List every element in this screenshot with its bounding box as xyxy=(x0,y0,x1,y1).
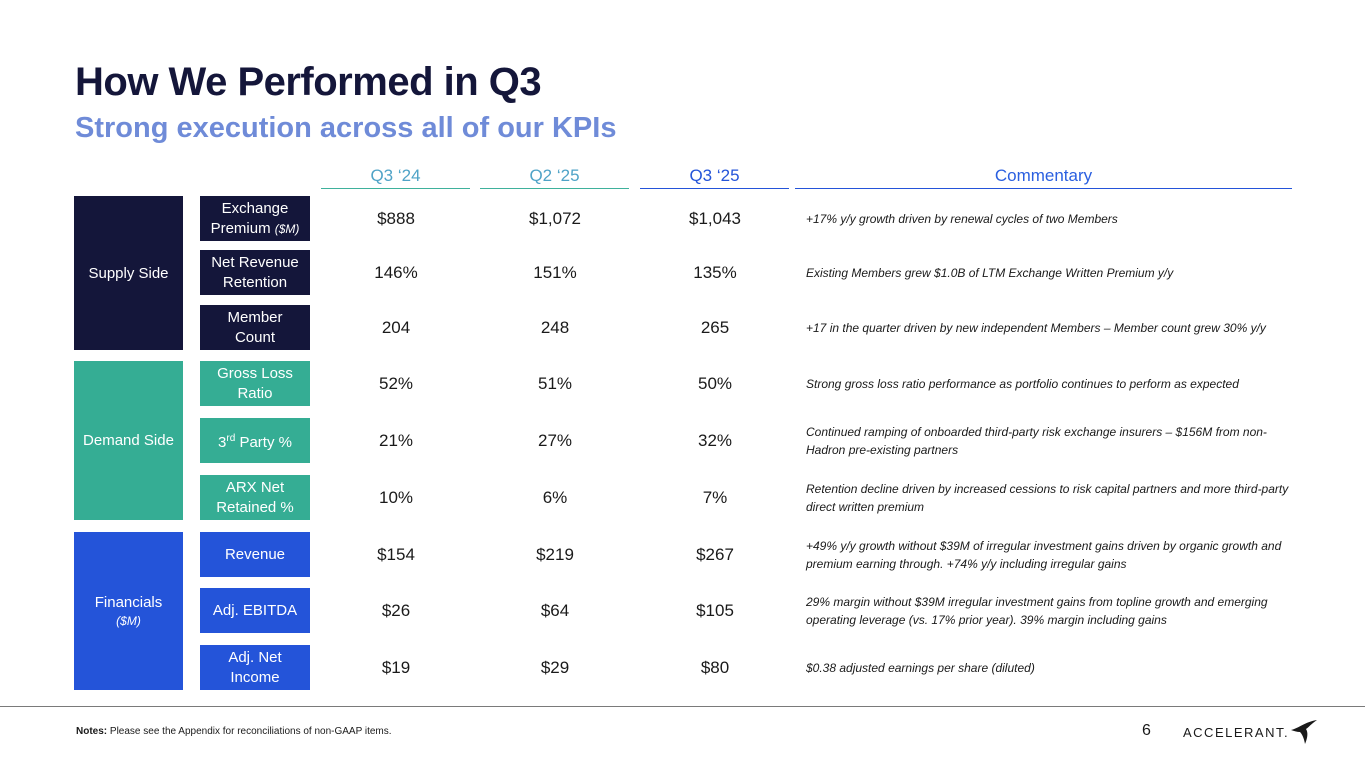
kpi-arx-net-retained: ARX Net Retained % xyxy=(200,475,310,520)
commentary-text: +17 in the quarter driven by new indepen… xyxy=(806,320,1266,335)
kpi-unit: ($M) xyxy=(274,221,300,236)
value-q3-25: 50% xyxy=(697,374,733,393)
commentary-text: +17% y/y growth driven by renewal cycles… xyxy=(806,211,1118,226)
kpi-label-line2: Income xyxy=(230,668,280,686)
value-q3-24: 52% xyxy=(378,374,414,393)
kpi-label: Exchange xyxy=(221,199,289,217)
group-label: Financials xyxy=(94,594,163,611)
kpi-exchange-premium: Exchange Premium ($M) xyxy=(200,196,310,241)
value-q3-25: $105 xyxy=(696,601,734,620)
kpi-adj-ebitda: Adj. EBITDA xyxy=(200,588,310,633)
kpi-label-rest: Party % xyxy=(235,433,292,451)
kpi-superscript: rd xyxy=(226,432,236,444)
value-q3-24: 204 xyxy=(381,318,411,337)
kpi-label: ARX Net xyxy=(225,478,285,496)
value-q2-25: 6% xyxy=(542,488,568,507)
notes-text: Please see the Appendix for reconciliati… xyxy=(107,726,392,737)
column-header-q3-25: Q3 ‘25 xyxy=(640,164,789,189)
column-header-commentary: Commentary xyxy=(795,164,1292,189)
kpi-label: Adj. Net xyxy=(228,648,282,666)
value-q3-25: $267 xyxy=(696,545,734,564)
kpi-label-line2: Retention xyxy=(222,273,288,291)
page-subtitle: Strong execution across all of our KPIs xyxy=(75,112,617,144)
commentary-text: Strong gross loss ratio performance as p… xyxy=(806,376,1239,391)
value-q2-25: 27% xyxy=(537,431,573,450)
kpi-label-line2: Ratio xyxy=(237,384,273,402)
kpi-third-party-percent: 3rd Party % xyxy=(200,418,310,463)
footer-divider xyxy=(0,706,1365,707)
commentary-text: Retention decline driven by increased ce… xyxy=(806,481,1289,514)
kpi-label: Member xyxy=(227,308,283,326)
value-q3-24: $888 xyxy=(377,209,415,228)
company-logo: ACCELERANT. xyxy=(1183,718,1319,746)
kpi-net-revenue-retention: Net Revenue Retention xyxy=(200,250,310,295)
value-q3-24: $26 xyxy=(381,601,411,620)
column-header-q3-24: Q3 ‘24 xyxy=(321,164,470,189)
value-q3-24: 10% xyxy=(378,488,414,507)
commentary-text: 29% margin without $39M irregular invest… xyxy=(806,594,1268,627)
value-q3-25: 135% xyxy=(693,263,737,282)
group-supply-side: Supply Side xyxy=(74,196,183,350)
group-label: Supply Side xyxy=(88,264,169,282)
column-header-q2-25: Q2 ‘25 xyxy=(480,164,629,189)
group-sublabel: ($M) xyxy=(116,614,141,628)
notes-label: Notes: xyxy=(76,726,108,737)
value-q2-25: 248 xyxy=(540,318,570,337)
value-q2-25: $64 xyxy=(540,601,570,620)
bird-icon xyxy=(1291,720,1318,744)
value-q3-25: 265 xyxy=(700,318,730,337)
logo-text: ACCELERANT. xyxy=(1183,724,1290,740)
footer-notes: Notes: Please see the Appendix for recon… xyxy=(76,726,392,737)
group-financials: Financials ($M) xyxy=(74,532,183,690)
kpi-label: 3 xyxy=(218,433,227,451)
kpi-label: Gross Loss xyxy=(217,364,293,382)
value-q3-25: 7% xyxy=(702,488,728,507)
value-q3-25: $80 xyxy=(700,658,730,677)
kpi-label-line2: Count xyxy=(234,328,275,346)
page-title: How We Performed in Q3 xyxy=(75,60,542,104)
commentary-text: +49% y/y growth without $39M of irregula… xyxy=(806,538,1282,571)
kpi-gross-loss-ratio: Gross Loss Ratio xyxy=(200,361,310,406)
value-q2-25: 51% xyxy=(537,374,573,393)
kpi-label-line2: Retained % xyxy=(216,498,294,516)
value-q3-24: 21% xyxy=(378,431,414,450)
kpi-label: Adj. EBITDA xyxy=(212,601,298,619)
value-q2-25: $1,072 xyxy=(529,209,581,228)
value-q2-25: $29 xyxy=(540,658,570,677)
page-number: 6 xyxy=(1142,722,1151,739)
value-q3-25: $1,043 xyxy=(689,209,741,228)
group-demand-side: Demand Side xyxy=(74,361,183,520)
value-q3-25: 32% xyxy=(697,431,733,450)
value-q3-24: 146% xyxy=(374,263,418,282)
kpi-label: Revenue xyxy=(224,545,286,563)
kpi-member-count: Member Count xyxy=(200,305,310,350)
value-q2-25: 151% xyxy=(533,263,577,282)
kpi-label: Net Revenue xyxy=(211,253,299,271)
kpi-adj-net-income: Adj. Net Income xyxy=(200,645,310,690)
kpi-revenue: Revenue xyxy=(200,532,310,577)
kpi-label-line2: Premium xyxy=(210,219,271,237)
commentary-text: Continued ramping of onboarded third-par… xyxy=(806,424,1267,457)
commentary-text: Existing Members grew $1.0B of LTM Excha… xyxy=(806,265,1174,280)
value-q3-24: $154 xyxy=(377,545,415,564)
value-q3-24: $19 xyxy=(381,658,411,677)
commentary-text: $0.38 adjusted earnings per share (dilut… xyxy=(806,660,1035,675)
group-label: Demand Side xyxy=(83,432,174,449)
value-q2-25: $219 xyxy=(536,545,574,564)
